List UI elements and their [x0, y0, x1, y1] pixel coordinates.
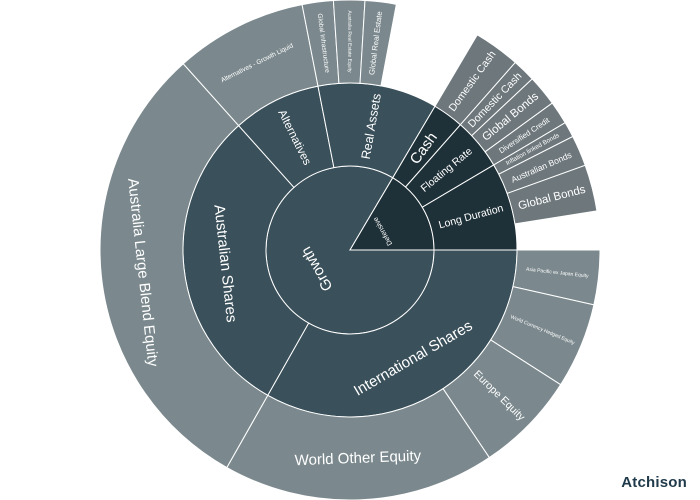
label-world-other-equity: World Other Equity [294, 447, 421, 469]
wedge-australia-large-blend-equity[interactable] [99, 63, 269, 469]
wedge-global-real-estate[interactable] [359, 0, 397, 87]
brand-logo: Atchison [621, 474, 687, 491]
label-australia-real-estate-equity: Australia Real Estate Equity [346, 10, 352, 72]
wedge-global-bonds[interactable] [506, 164, 598, 225]
